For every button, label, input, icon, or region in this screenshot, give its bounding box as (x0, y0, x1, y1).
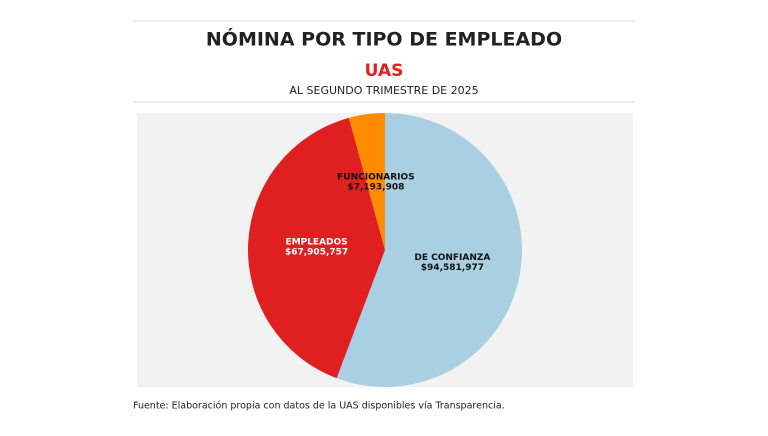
pie-slice (247, 117, 385, 379)
slice-label: FUNCIONARIOS (337, 173, 415, 183)
value-label: $7,193,908 (347, 183, 404, 193)
chart-caption: AL SEGUNDO TRIMESTRE DE 2025 (289, 84, 478, 97)
pie-slice (336, 113, 522, 387)
chart-title: NÓMINA POR TIPO DE EMPLEADO (206, 27, 562, 51)
slice-label: EMPLEADOS (285, 237, 347, 247)
value-label: $94,581,977 (421, 263, 484, 273)
value-label: $67,905,757 (285, 247, 348, 257)
slice-label: DE CONFIANZA (414, 253, 490, 263)
pie-slice (348, 113, 385, 250)
source: Fuente: Elaboración propia con datos de … (133, 401, 505, 412)
chart-subtitle: UAS (365, 61, 404, 81)
pie: DE CONFIANZA$94,581,977 EMPLEADOS$67,905,… (247, 113, 522, 387)
